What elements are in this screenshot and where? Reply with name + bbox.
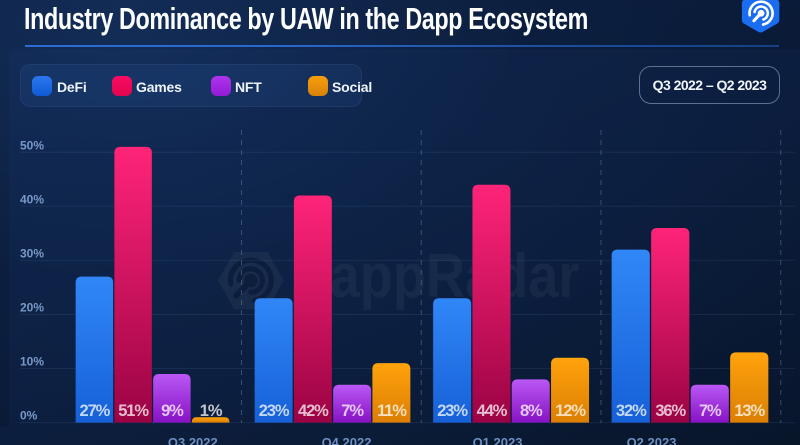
svg-text:23%: 23% [437, 402, 468, 420]
svg-text:20%: 20% [20, 301, 44, 315]
svg-text:0%: 0% [20, 409, 38, 423]
svg-text:1%: 1% [200, 402, 223, 420]
svg-text:Q4 2022: Q4 2022 [322, 435, 372, 445]
svg-text:11%: 11% [377, 402, 407, 420]
svg-text:30%: 30% [20, 247, 44, 261]
svg-text:13%: 13% [734, 402, 765, 420]
svg-text:40%: 40% [20, 192, 44, 206]
svg-text:10%: 10% [20, 355, 44, 369]
svg-text:Q3 2022: Q3 2022 [168, 435, 218, 445]
svg-text:51%: 51% [118, 402, 149, 420]
svg-text:27%: 27% [80, 402, 111, 420]
svg-text:7%: 7% [699, 402, 722, 420]
svg-text:50%: 50% [20, 138, 44, 152]
svg-text:Q2 2023: Q2 2023 [627, 435, 677, 445]
svg-text:12%: 12% [555, 402, 586, 420]
svg-text:42%: 42% [298, 402, 329, 420]
svg-text:23%: 23% [259, 402, 290, 420]
svg-text:Q1 2023: Q1 2023 [473, 435, 523, 445]
svg-text:44%: 44% [477, 402, 508, 420]
svg-text:32%: 32% [616, 402, 647, 420]
svg-text:36%: 36% [655, 402, 686, 420]
svg-text:7%: 7% [341, 402, 364, 420]
svg-text:9%: 9% [161, 402, 184, 420]
svg-text:8%: 8% [520, 402, 543, 420]
